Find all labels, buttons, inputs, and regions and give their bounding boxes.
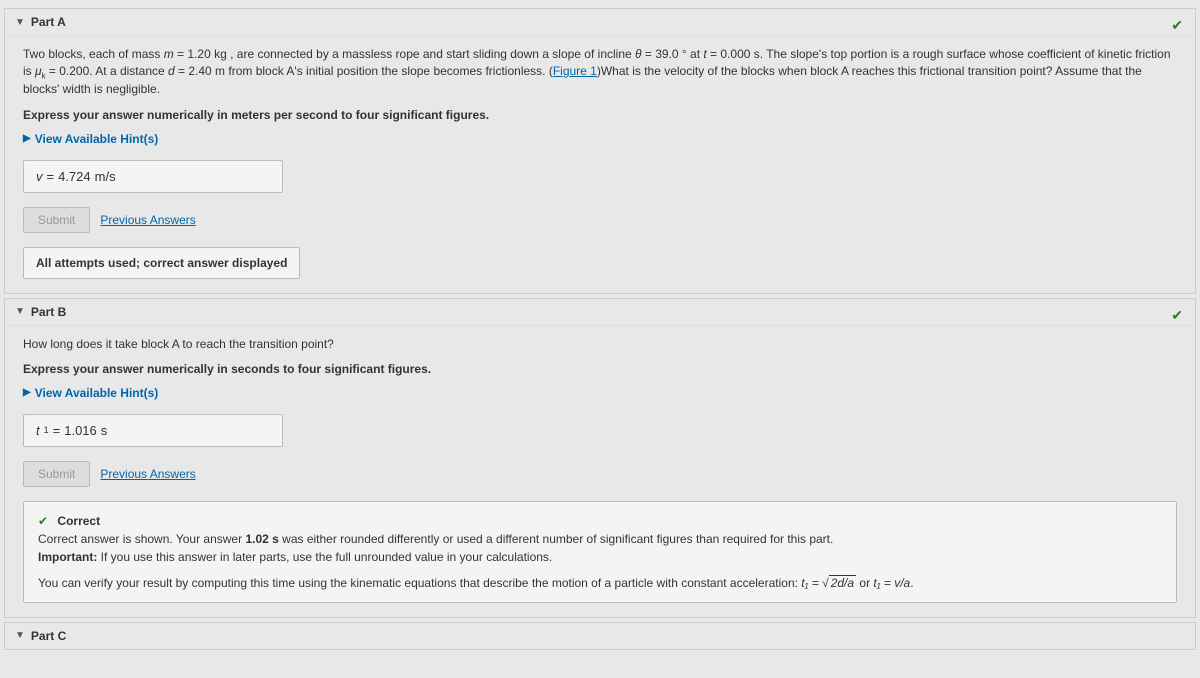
answer-variable: v	[36, 169, 43, 184]
figure-link[interactable]: Figure 1	[553, 64, 597, 78]
problem-statement: Two blocks, each of mass m = 1.20 kg , a…	[23, 46, 1177, 98]
answer-instruction: Express your answer numerically in secon…	[23, 362, 1177, 376]
verify-end: .	[910, 576, 913, 590]
part-b-title: Part B	[31, 305, 66, 319]
button-row: Submit Previous Answers	[23, 461, 1177, 487]
part-b-question: How long does it take block A to reach t…	[23, 336, 1177, 353]
important-label: Important:	[38, 550, 97, 564]
answer-value: 1.016	[64, 423, 97, 438]
view-hints-toggle[interactable]: ▶ View Available Hint(s)	[23, 386, 158, 400]
or-text: or	[859, 576, 873, 590]
part-b-body: How long does it take block A to reach t…	[5, 326, 1195, 617]
part-c-header[interactable]: ▼ Part C	[5, 623, 1195, 649]
equation-1-lhs: t₁ =	[801, 576, 822, 590]
correct-feedback: ✔ Correct Correct answer is shown. Your …	[23, 501, 1177, 603]
check-icon: ✔	[1171, 17, 1183, 34]
correct-heading: Correct	[57, 514, 100, 528]
feedback-message: All attempts used; correct answer displa…	[23, 247, 300, 279]
verify-text: You can verify your result by computing …	[38, 576, 801, 590]
part-c-container: ▼ Part C	[4, 622, 1196, 650]
answer-value: 4.724	[58, 169, 91, 184]
previous-answers-link[interactable]: Previous Answers	[100, 467, 195, 481]
sqrt-symbol: √	[822, 576, 829, 590]
check-icon: ✔	[38, 514, 48, 528]
part-a-body: Two blocks, each of mass m = 1.20 kg , a…	[5, 36, 1195, 293]
answer-subscript: 1	[44, 425, 49, 435]
collapse-caret-icon[interactable]: ▼	[15, 630, 25, 641]
previous-answers-link[interactable]: Previous Answers	[100, 213, 195, 227]
equals-sign: =	[53, 423, 61, 438]
part-a-container: ▼ Part A ✔ Two blocks, each of mass m = …	[4, 8, 1196, 294]
equation-1-radicand: 2d/a	[829, 575, 856, 590]
part-c-title: Part C	[31, 629, 66, 643]
user-answer-value: 1.02 s	[245, 532, 278, 546]
submit-button: Submit	[23, 207, 90, 233]
hints-label: View Available Hint(s)	[35, 386, 159, 400]
feedback-text-1a: Correct answer is shown. Your answer	[38, 532, 245, 546]
feedback-text-1c: was either rounded differently or used a…	[279, 532, 834, 546]
part-a-header[interactable]: ▼ Part A ✔	[5, 9, 1195, 36]
part-b-header[interactable]: ▼ Part B ✔	[5, 299, 1195, 326]
answer-unit: m/s	[95, 169, 116, 184]
answer-unit: s	[101, 423, 108, 438]
answer-instruction: Express your answer numerically in meter…	[23, 108, 1177, 122]
collapse-caret-icon[interactable]: ▼	[15, 17, 25, 28]
submit-button: Submit	[23, 461, 90, 487]
view-hints-toggle[interactable]: ▶ View Available Hint(s)	[23, 132, 158, 146]
triangle-right-icon: ▶	[23, 387, 31, 398]
button-row: Submit Previous Answers	[23, 207, 1177, 233]
part-b-container: ▼ Part B ✔ How long does it take block A…	[4, 298, 1196, 618]
triangle-right-icon: ▶	[23, 133, 31, 144]
part-a-title: Part A	[31, 15, 66, 29]
hints-label: View Available Hint(s)	[35, 132, 159, 146]
equals-sign: =	[47, 169, 55, 184]
answer-display: t1 = 1.016 s	[23, 414, 283, 447]
check-icon: ✔	[1171, 307, 1183, 324]
answer-display: v = 4.724 m/s	[23, 160, 283, 193]
answer-variable: t	[36, 423, 40, 438]
important-text: If you use this answer in later parts, u…	[97, 550, 552, 564]
collapse-caret-icon[interactable]: ▼	[15, 306, 25, 317]
equation-2: t₁ = v/a	[873, 576, 910, 590]
